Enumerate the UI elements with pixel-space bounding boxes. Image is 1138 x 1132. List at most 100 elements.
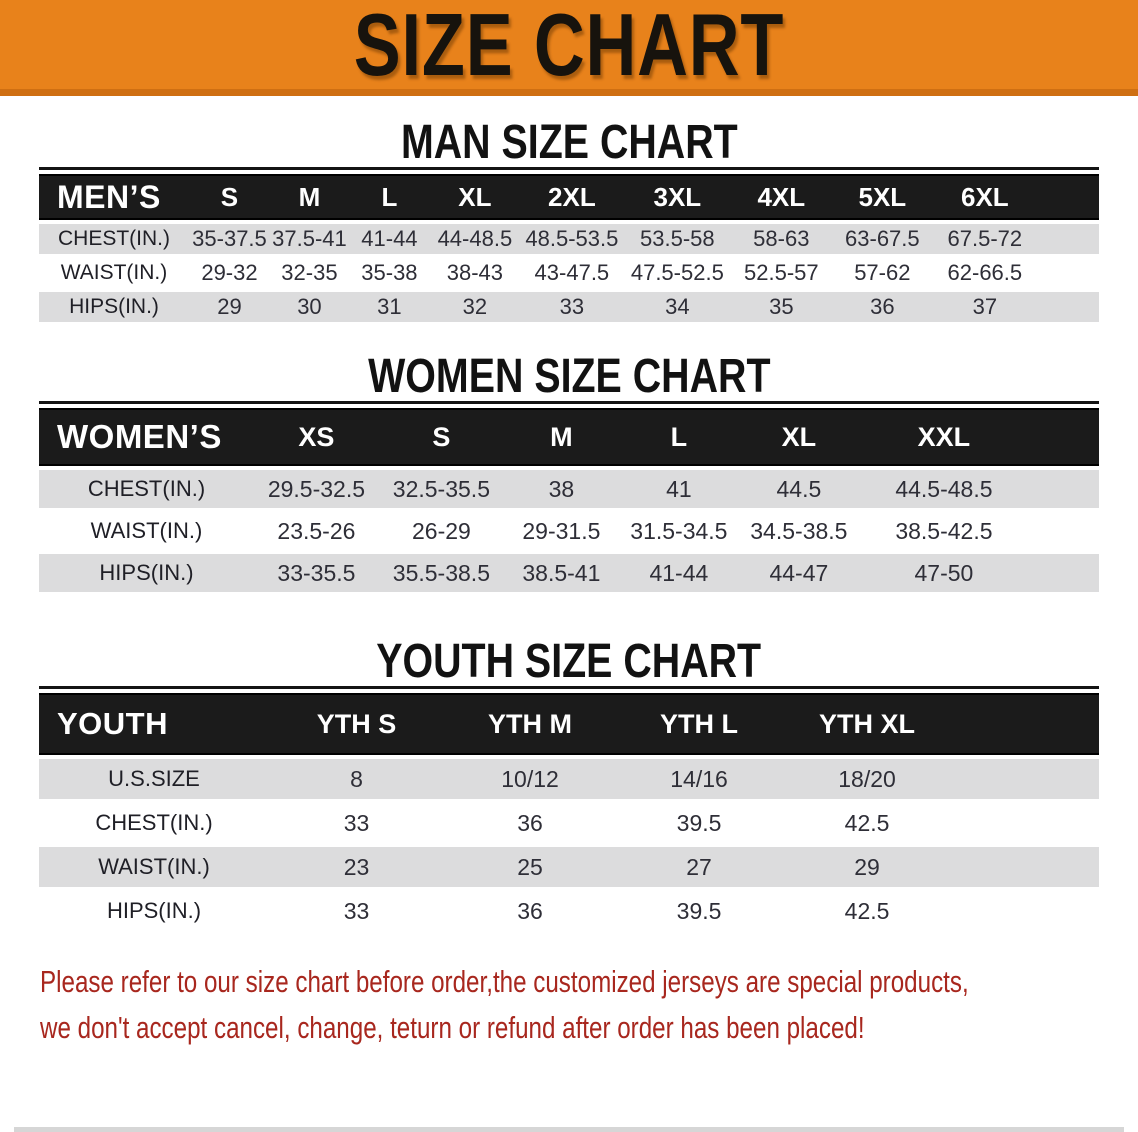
filler-cell bbox=[952, 693, 1099, 755]
women-size-column-header: XL bbox=[738, 408, 859, 466]
row-label: HIPS(IN.) bbox=[39, 554, 254, 592]
filler-cell bbox=[1028, 470, 1099, 508]
bottom-edge-strip bbox=[14, 1127, 1124, 1132]
men-header-row: MEN’S S M L XL 2XL 3XL 4XL 5XL 6XL bbox=[39, 174, 1099, 220]
size-value-cell: 30 bbox=[269, 292, 349, 322]
men-size-column-header: L bbox=[348, 174, 430, 220]
youth-size-column-header: YTH M bbox=[444, 693, 617, 755]
size-value-cell: 63-67.5 bbox=[831, 224, 933, 254]
men-size-column-header: 2XL bbox=[519, 174, 624, 220]
filler-cell bbox=[952, 759, 1099, 799]
size-value-cell: 38.5-41 bbox=[503, 554, 619, 592]
size-value-cell: 32.5-35.5 bbox=[378, 470, 504, 508]
size-value-cell: 25 bbox=[444, 847, 617, 887]
youth-heading-text: YOUTH SIZE CHART bbox=[376, 635, 762, 688]
youth-table-corner-label: YOUTH bbox=[39, 693, 270, 755]
row-label: WAIST(IN.) bbox=[39, 258, 189, 288]
men-size-column-header: XL bbox=[429, 174, 520, 220]
youth-ussize-row: U.S.SIZE 8 10/12 14/16 18/20 bbox=[39, 759, 1099, 799]
size-value-cell: 58-63 bbox=[730, 224, 832, 254]
size-value-cell: 41 bbox=[618, 470, 739, 508]
women-size-column-header: S bbox=[378, 408, 504, 466]
filler-cell bbox=[1036, 174, 1099, 220]
size-value-cell: 36 bbox=[444, 803, 617, 843]
size-value-cell: 35-37.5 bbox=[188, 224, 270, 254]
size-value-cell: 62-66.5 bbox=[932, 258, 1037, 288]
youth-chest-row: CHEST(IN.) 33 36 39.5 42.5 bbox=[39, 803, 1099, 843]
women-size-column-header: M bbox=[503, 408, 619, 466]
size-value-cell: 33 bbox=[269, 803, 445, 843]
size-value-cell: 38-43 bbox=[429, 258, 520, 288]
men-table-corner-label: MEN’S bbox=[39, 174, 189, 220]
size-value-cell: 10/12 bbox=[444, 759, 617, 799]
size-value-cell: 37 bbox=[932, 292, 1037, 322]
size-value-cell: 44-48.5 bbox=[429, 224, 520, 254]
size-value-cell: 38 bbox=[503, 470, 619, 508]
filler-cell bbox=[1028, 408, 1099, 466]
size-value-cell: 34 bbox=[623, 292, 731, 322]
men-size-column-header: 3XL bbox=[623, 174, 731, 220]
size-value-cell: 33 bbox=[269, 891, 445, 931]
size-value-cell: 32 bbox=[429, 292, 520, 322]
men-size-column-header: 5XL bbox=[831, 174, 933, 220]
filler-cell bbox=[952, 891, 1099, 931]
size-value-cell: 41-44 bbox=[618, 554, 739, 592]
size-value-cell: 39.5 bbox=[616, 803, 783, 843]
size-value-cell: 36 bbox=[444, 891, 617, 931]
row-label: WAIST(IN.) bbox=[39, 512, 254, 550]
banner: SIZE CHART bbox=[0, 0, 1138, 96]
row-label: CHEST(IN.) bbox=[39, 224, 189, 254]
size-value-cell: 14/16 bbox=[616, 759, 783, 799]
filler-cell bbox=[952, 803, 1099, 843]
women-heading-text: WOMEN SIZE CHART bbox=[367, 350, 771, 403]
size-value-cell: 18/20 bbox=[782, 759, 953, 799]
filler-cell bbox=[1028, 554, 1099, 592]
men-size-column-header: 6XL bbox=[932, 174, 1037, 220]
size-value-cell: 35.5-38.5 bbox=[378, 554, 504, 592]
size-value-cell: 26-29 bbox=[378, 512, 504, 550]
size-value-cell: 29-32 bbox=[188, 258, 270, 288]
size-value-cell: 29 bbox=[188, 292, 270, 322]
size-value-cell: 29 bbox=[782, 847, 953, 887]
size-value-cell: 29.5-32.5 bbox=[253, 470, 379, 508]
row-label: CHEST(IN.) bbox=[39, 470, 254, 508]
women-size-column-header: XS bbox=[253, 408, 379, 466]
size-value-cell: 33 bbox=[519, 292, 624, 322]
men-heading-text: MAN SIZE CHART bbox=[400, 116, 738, 169]
size-value-cell: 47-50 bbox=[858, 554, 1029, 592]
size-value-cell: 57-62 bbox=[831, 258, 933, 288]
size-value-cell: 53.5-58 bbox=[623, 224, 731, 254]
size-value-cell: 31.5-34.5 bbox=[618, 512, 739, 550]
youth-header-row: YOUTH YTH S YTH M YTH L YTH XL bbox=[39, 693, 1099, 755]
row-label: WAIST(IN.) bbox=[39, 847, 270, 887]
size-value-cell: 44.5-48.5 bbox=[858, 470, 1029, 508]
women-header-row: WOMEN’S XS S M L XL XXL bbox=[39, 408, 1099, 466]
size-value-cell: 31 bbox=[348, 292, 430, 322]
women-section-heading: WOMEN SIZE CHART bbox=[0, 353, 1138, 401]
size-value-cell: 37.5-41 bbox=[269, 224, 349, 254]
women-table-corner-label: WOMEN’S bbox=[39, 408, 254, 466]
filler-cell bbox=[1036, 258, 1099, 288]
filler-cell bbox=[1036, 292, 1099, 322]
men-section-heading: MAN SIZE CHART bbox=[0, 119, 1138, 167]
size-value-cell: 33-35.5 bbox=[253, 554, 379, 592]
filler-cell bbox=[1036, 224, 1099, 254]
youth-size-column-header: YTH S bbox=[269, 693, 445, 755]
row-label: U.S.SIZE bbox=[39, 759, 270, 799]
disclaimer-line-2: we don't accept cancel, change, teturn o… bbox=[40, 1010, 865, 1045]
size-value-cell: 39.5 bbox=[616, 891, 783, 931]
men-hips-row: HIPS(IN.) 29 30 31 32 33 34 35 36 37 bbox=[39, 292, 1099, 322]
youth-size-table: YOUTH YTH S YTH M YTH L YTH XL U.S.SIZE … bbox=[39, 686, 1099, 935]
filler-cell bbox=[1028, 512, 1099, 550]
size-value-cell: 42.5 bbox=[782, 891, 953, 931]
size-value-cell: 41-44 bbox=[348, 224, 430, 254]
size-value-cell: 8 bbox=[269, 759, 445, 799]
women-size-column-header: L bbox=[618, 408, 739, 466]
page-title: SIZE CHART bbox=[353, 0, 785, 94]
youth-size-column-header: YTH L bbox=[616, 693, 783, 755]
size-value-cell: 67.5-72 bbox=[932, 224, 1037, 254]
men-chest-row: CHEST(IN.) 35-37.5 37.5-41 41-44 44-48.5… bbox=[39, 224, 1099, 254]
youth-size-column-header: YTH XL bbox=[782, 693, 953, 755]
size-value-cell: 34.5-38.5 bbox=[738, 512, 859, 550]
